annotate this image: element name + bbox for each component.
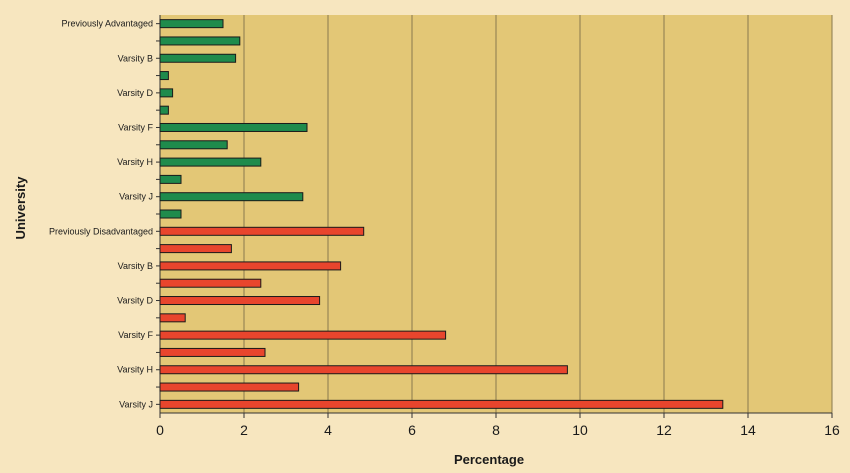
bar bbox=[159, 399, 724, 409]
x-tick-label: 8 bbox=[492, 422, 500, 438]
x-tick-label: 4 bbox=[324, 422, 332, 438]
bar bbox=[159, 174, 182, 184]
bar bbox=[159, 122, 308, 132]
x-tick-label: 16 bbox=[824, 422, 840, 438]
y-tick-label: Varsity J bbox=[119, 399, 153, 409]
y-tick-labels: Previously Advantaged Varsity B Varsity D V… bbox=[49, 19, 160, 409]
bar bbox=[159, 71, 169, 81]
x-tick-label: 14 bbox=[740, 422, 756, 438]
x-axis-title: Percentage bbox=[454, 452, 524, 467]
x-tick-label: 2 bbox=[240, 422, 248, 438]
y-tick-label: Varsity F bbox=[118, 330, 153, 340]
bar bbox=[159, 365, 568, 375]
bar bbox=[159, 88, 174, 98]
y-tick-label: Varsity H bbox=[117, 157, 153, 167]
y-tick-label: Varsity F bbox=[118, 122, 153, 132]
y-tick-label: Varsity D bbox=[117, 88, 153, 98]
bar bbox=[159, 157, 262, 167]
bar bbox=[159, 209, 182, 219]
bar bbox=[159, 36, 241, 46]
bar bbox=[159, 140, 228, 150]
x-tick-label: 6 bbox=[408, 422, 416, 438]
bar bbox=[159, 192, 304, 202]
y-axis-title: University bbox=[13, 176, 28, 240]
bar bbox=[159, 19, 224, 29]
y-tick-label: Varsity D bbox=[117, 296, 153, 306]
x-tick-label: 0 bbox=[156, 422, 164, 438]
y-tick-label: Varsity H bbox=[117, 365, 153, 375]
bar bbox=[159, 244, 232, 254]
bar bbox=[159, 296, 321, 306]
bar bbox=[159, 347, 266, 357]
bar bbox=[159, 278, 262, 288]
x-tick-label: 12 bbox=[656, 422, 672, 438]
bar bbox=[159, 382, 300, 392]
bar bbox=[159, 261, 342, 271]
y-tick-label: Previously Disadvantaged bbox=[49, 226, 153, 236]
bar bbox=[159, 105, 169, 115]
x-tick-labels: 0 2 4 6 8 10 12 14 16 bbox=[156, 413, 840, 438]
bar bbox=[159, 53, 237, 63]
y-tick-label: Varsity B bbox=[118, 53, 153, 63]
y-tick-label: Varsity B bbox=[118, 261, 153, 271]
y-tick-label: Previously Advantaged bbox=[61, 19, 153, 29]
x-tick-label: 10 bbox=[572, 422, 588, 438]
bar bbox=[159, 330, 447, 340]
bar bbox=[159, 313, 186, 323]
bar bbox=[159, 226, 365, 236]
y-tick-label: Varsity J bbox=[119, 192, 153, 202]
